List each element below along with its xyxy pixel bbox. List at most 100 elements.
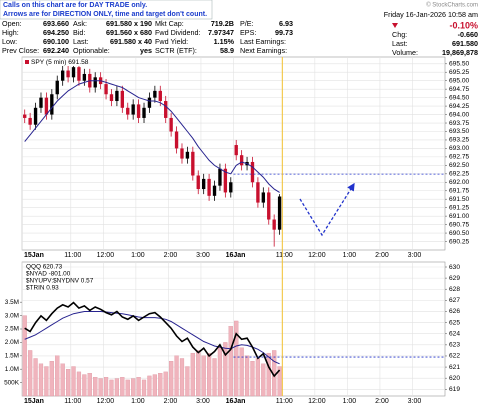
candle-body xyxy=(261,192,266,203)
x-tick-label: 3:00 xyxy=(408,252,422,259)
volume-bar xyxy=(255,358,261,397)
change-pct: -0.10% xyxy=(449,20,478,30)
legend-swatch xyxy=(25,60,29,64)
price-line xyxy=(24,301,281,378)
volume-bar xyxy=(228,326,233,397)
candle-body xyxy=(77,67,81,81)
y-tick-label: 690.25 xyxy=(449,238,470,245)
candle-body xyxy=(60,70,65,81)
quote-value: 7.97347 xyxy=(208,28,234,37)
candle-body xyxy=(185,151,190,159)
candle-body xyxy=(126,107,130,115)
y-tick-label: 695.25 xyxy=(449,69,470,76)
x-tick-label: 11:00 xyxy=(64,252,81,259)
volume-bar xyxy=(98,378,103,397)
quote-value: 690.100 xyxy=(43,37,69,46)
volume-bar xyxy=(87,373,92,397)
candle-body xyxy=(142,107,146,118)
y-tick-label: 693.25 xyxy=(449,137,470,144)
volume-bar xyxy=(147,375,152,397)
volume-bar xyxy=(223,342,228,397)
volume-bar xyxy=(239,347,244,397)
y-tick-label: 690.75 xyxy=(449,221,470,228)
quote-value: 6.93 xyxy=(279,19,293,28)
volume-bar xyxy=(49,361,54,397)
y-tick-label: 692.75 xyxy=(449,154,470,161)
candle-body xyxy=(136,104,141,118)
x-tick-label: 11:00 xyxy=(276,252,293,259)
volume-bar xyxy=(114,378,120,397)
y-tick-label: 2.0M xyxy=(5,339,19,346)
x-tick-label: 2:00 xyxy=(164,398,178,405)
volume-bar xyxy=(109,379,114,397)
volume-bar xyxy=(250,361,255,397)
quote-label: Fwd Yield: xyxy=(155,37,188,46)
volume-bar xyxy=(201,355,206,397)
y2-tick-label: 623 xyxy=(449,342,460,349)
quote-label: Last Earnings: xyxy=(240,37,286,46)
volume-bar xyxy=(33,358,38,397)
x-tick-label: 1:00 xyxy=(131,398,145,405)
quote-value: 693.660 xyxy=(43,19,69,28)
quote-label: EPS: xyxy=(240,28,256,37)
x-tick-label: 3:00 xyxy=(408,398,422,405)
volume-bar xyxy=(120,377,125,397)
quote-value: 691.580 x 190 xyxy=(106,19,152,28)
volume-label: Volume: xyxy=(392,48,418,57)
quote-value: 691.580 x 40 xyxy=(110,37,152,46)
x-tick-label: 1:00 xyxy=(343,398,357,405)
datetime: Friday 16-Jan-2026 10:58 am xyxy=(384,10,478,19)
y2-tick-label: 621 xyxy=(449,364,460,371)
candle-body xyxy=(120,90,125,108)
quote-value: 691.560 x 680 xyxy=(106,28,152,37)
quote-table: Open: 693.660 Ask: 691.580 x 190 Mkt Cap: 719… xyxy=(2,19,293,55)
y-tick-label: 692.25 xyxy=(449,171,470,178)
volume-bar xyxy=(38,363,44,397)
quote-label: Mkt Cap: xyxy=(155,19,184,28)
candle-body xyxy=(158,90,162,102)
candle-body xyxy=(239,155,244,166)
volume-bar xyxy=(44,366,49,397)
volume-bar xyxy=(185,366,190,397)
volume-bar xyxy=(179,358,185,397)
x-tick-label: 2:00 xyxy=(164,252,178,259)
y-tick-label: 3.5M xyxy=(5,299,19,306)
y-tick-label: 691.00 xyxy=(449,213,470,220)
candle-body xyxy=(212,185,217,196)
candle-body xyxy=(229,182,233,193)
x-tick-label: 12:00 xyxy=(97,252,115,259)
candle-body xyxy=(169,117,173,132)
quote-value: 694.250 xyxy=(43,28,69,37)
candle-body xyxy=(104,84,108,95)
volume-bar xyxy=(152,374,157,397)
volume-bar xyxy=(60,363,65,397)
quote-label: Fwd Dividend: xyxy=(155,28,201,37)
y2-tick-label: 619 xyxy=(449,386,460,393)
legend-text: $TRIN 0.93 xyxy=(26,285,59,292)
quote-label: Optionable: xyxy=(73,46,110,55)
y-tick-label: 695.50 xyxy=(449,61,470,68)
projection-arrow xyxy=(299,182,355,237)
legend-box xyxy=(24,58,82,66)
volume-bar xyxy=(261,363,266,397)
volume-bar xyxy=(141,379,147,397)
volume-bar xyxy=(103,377,109,397)
y-tick-label: 1.5M xyxy=(5,352,19,359)
y2-tick-label: 626 xyxy=(449,308,460,315)
y-tick-label: 695.00 xyxy=(449,77,470,84)
candle-body xyxy=(55,80,59,95)
candle-body xyxy=(180,148,184,159)
y-tick-label: 693.75 xyxy=(449,120,470,127)
volume-bar xyxy=(28,350,33,397)
notice-box xyxy=(0,0,213,20)
x-tick-label: 16Jan xyxy=(226,398,246,405)
x-tick-label: 3:00 xyxy=(196,398,210,405)
candle-body xyxy=(201,178,206,190)
x-tick-label: 1:00 xyxy=(131,252,145,259)
quote-label: Last: xyxy=(73,37,89,46)
volume-bar xyxy=(158,373,163,397)
y-tick-label: 500K xyxy=(4,379,20,386)
legend-text: QQQ 620.73 xyxy=(26,264,63,271)
quote-label: Next Earnings: xyxy=(240,46,287,55)
chg-label: Chg: xyxy=(392,30,407,39)
